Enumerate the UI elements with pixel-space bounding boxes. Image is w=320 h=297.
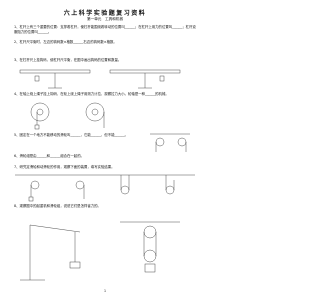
question: 7、研究定滑轮和动滑轮的作用，观察下面的装置，填写实验结果。 xyxy=(14,165,115,169)
title: 六上科学实验题复习资料 xyxy=(63,10,147,17)
pulley-row xyxy=(15,174,195,202)
question: 2、杠杆尺平衡时，左边的钩码数×格数______右边的钩码数×格数。 xyxy=(14,40,117,44)
lever-diagram xyxy=(19,69,181,89)
question: 1、杠杆上有三个重要的位置：支撑着杠杆，使杠杆能围绕着转动的位置叫______；… xyxy=(14,25,196,34)
page-number: 1 xyxy=(103,289,107,293)
question: 4、在轴上绕上绳子挂上钩码，在轮上绕上绳子用测力计拉，观察拉力大小。轮轴是一种_… xyxy=(14,92,169,96)
diagrams xyxy=(15,69,195,281)
question: 5、固定在一个地方不能移动的滑轮叫______，它能______，但不能____… xyxy=(14,133,129,137)
page: {"header": {"title": "六上科学实验题复习资料", "sub… xyxy=(14,10,196,293)
pulley-diagram xyxy=(150,133,190,152)
question: 6、滑轮组是由______和______组合在一起的。 xyxy=(14,154,84,158)
wheel-axle-diagram xyxy=(30,102,105,130)
subtitle: 第一单元 工具和机械 xyxy=(87,17,123,21)
question: 8、观察图中的起重机和滑轮组，说说它们是怎样省力的。 xyxy=(14,204,101,208)
crane-diagram xyxy=(20,221,180,281)
question: 3、在杠杆尺上挂钩码，使杠杆尺平衡，在图中画出钩码的位置和数量。 xyxy=(14,58,122,62)
